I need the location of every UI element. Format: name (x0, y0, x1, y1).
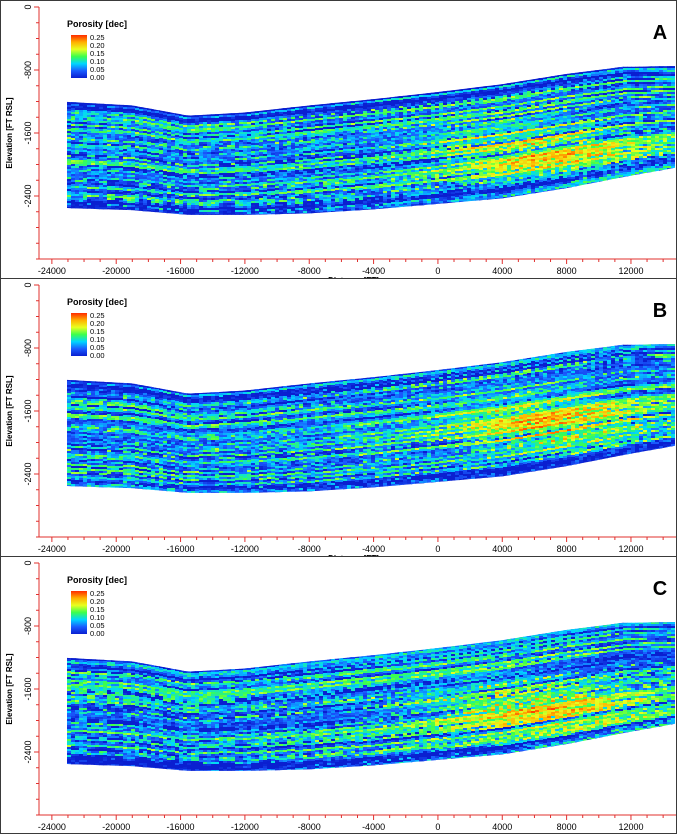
y-tick-label-a: -800 (23, 61, 33, 79)
x-tick-label-b: 12000 (618, 544, 643, 554)
panel-label-b: B (653, 300, 667, 322)
y-tick-label-b: -2400 (23, 462, 33, 485)
legend-tick-b: 0.25 (90, 311, 105, 320)
x-tick-label-c: -4000 (362, 822, 385, 832)
x-tick-label-b: -12000 (231, 544, 259, 554)
legend-a: Porosity [dec] 0.250.200.150.100.050.00 (67, 19, 127, 82)
y-tick-label-a: 0 (23, 4, 33, 9)
y-tick-label-a: -1600 (23, 121, 33, 144)
y-tick-label-c: -1600 (23, 677, 33, 700)
x-tick-label-b: -24000 (38, 544, 66, 554)
x-tick-label-a: -12000 (231, 266, 259, 276)
y-axis-title-a: Elevation [FT RSL] (5, 97, 14, 168)
legend-tick-a: 0.05 (90, 65, 105, 74)
legend-tick-b: 0.05 (90, 343, 105, 352)
chart-c: -24000 -20000 -16000 -12000 -8000 -4000 0 4000 8… (5, 560, 676, 833)
porosity-section-a (67, 66, 675, 215)
legend-title-c: Porosity [dec] (67, 575, 127, 585)
legend-tick-b: 0.20 (90, 319, 105, 328)
legend-tick-a: 0.25 (90, 33, 105, 42)
x-tick-label-b: -4000 (362, 544, 385, 554)
x-tick-label-a: -4000 (362, 266, 385, 276)
x-tick-label-b: 0 (435, 544, 440, 554)
x-tick-label-b: 4000 (492, 544, 512, 554)
x-tick-label-c: -24000 (38, 822, 66, 832)
x-tick-label-c: 4000 (492, 822, 512, 832)
panel-c: -24000 -20000 -16000 -12000 -8000 -4000 0 4000 8… (0, 556, 677, 834)
porosity-section-c (67, 622, 675, 771)
legend-c: Porosity [dec] 0.250.200.150.100.050.00 (67, 575, 127, 638)
legend-tick-a: 0.10 (90, 57, 105, 66)
chart-a: -24000 -20000 -16000 -12000 -8000 -4000 0 4000 8… (5, 4, 676, 279)
x-tick-label-b: -20000 (102, 544, 130, 554)
colorbar-c (71, 591, 87, 634)
x-tick-label-c: -12000 (231, 822, 259, 832)
x-axis-title-a: Distance [FT] (328, 276, 379, 279)
x-tick-label-b: 8000 (557, 544, 577, 554)
colorbar-b (71, 313, 87, 356)
legend-title-a: Porosity [dec] (67, 19, 127, 29)
legend-b: Porosity [dec] 0.250.200.150.100.050.00 (67, 297, 127, 360)
legend-tick-a: 0.15 (90, 49, 105, 58)
legend-title-b: Porosity [dec] (67, 297, 127, 307)
porosity-section-b (67, 344, 675, 493)
legend-tick-a: 0.00 (90, 73, 105, 82)
x-axis-title-b: Distance [FT] (328, 554, 379, 557)
legend-tick-c: 0.00 (90, 629, 105, 638)
panel-label-c: C (653, 578, 667, 600)
x-tick-label-c: 8000 (557, 822, 577, 832)
legend-tick-c: 0.10 (90, 613, 105, 622)
legend-tick-c: 0.05 (90, 621, 105, 630)
y-tick-label-b: 0 (23, 282, 33, 287)
y-tick-label-c: -800 (23, 617, 33, 635)
legend-tick-a: 0.20 (90, 41, 105, 50)
panel-b: -24000 -20000 -16000 -12000 -8000 -4000 0 4000 8… (0, 278, 677, 558)
legend-tick-c: 0.25 (90, 589, 105, 598)
y-tick-label-c: 0 (23, 560, 33, 565)
y-axis-title-b: Elevation [FT RSL] (5, 375, 14, 446)
panel-a: -24000 -20000 -16000 -12000 -8000 -4000 0 4000 8… (0, 0, 677, 280)
x-tick-label-c: -8000 (298, 822, 321, 832)
y-tick-label-c: -2400 (23, 740, 33, 763)
y-tick-label-a: -2400 (23, 184, 33, 207)
legend-tick-c: 0.20 (90, 597, 105, 606)
x-tick-label-a: -20000 (102, 266, 130, 276)
colorbar-a (71, 35, 87, 78)
legend-tick-b: 0.00 (90, 351, 105, 360)
y-tick-label-b: -1600 (23, 399, 33, 422)
x-tick-label-a: -8000 (298, 266, 321, 276)
x-tick-label-b: -8000 (298, 544, 321, 554)
x-tick-label-c: -16000 (167, 822, 195, 832)
x-tick-label-a: 4000 (492, 266, 512, 276)
y-tick-label-b: -800 (23, 339, 33, 357)
x-tick-label-a: 8000 (557, 266, 577, 276)
x-tick-label-a: -16000 (167, 266, 195, 276)
panel-label-a: A (653, 22, 667, 44)
y-axis-title-c: Elevation [FT RSL] (5, 653, 14, 724)
legend-tick-b: 0.10 (90, 335, 105, 344)
x-tick-label-c: -20000 (102, 822, 130, 832)
x-tick-label-b: -16000 (167, 544, 195, 554)
x-tick-label-a: 12000 (618, 266, 643, 276)
legend-tick-b: 0.15 (90, 327, 105, 336)
x-tick-label-c: 0 (435, 822, 440, 832)
x-tick-label-a: -24000 (38, 266, 66, 276)
x-tick-label-c: 12000 (618, 822, 643, 832)
x-axis-title-c: Distance [FT] (328, 832, 379, 833)
chart-b: -24000 -20000 -16000 -12000 -8000 -4000 0 4000 8… (5, 282, 676, 557)
x-tick-label-a: 0 (435, 266, 440, 276)
legend-tick-c: 0.15 (90, 605, 105, 614)
